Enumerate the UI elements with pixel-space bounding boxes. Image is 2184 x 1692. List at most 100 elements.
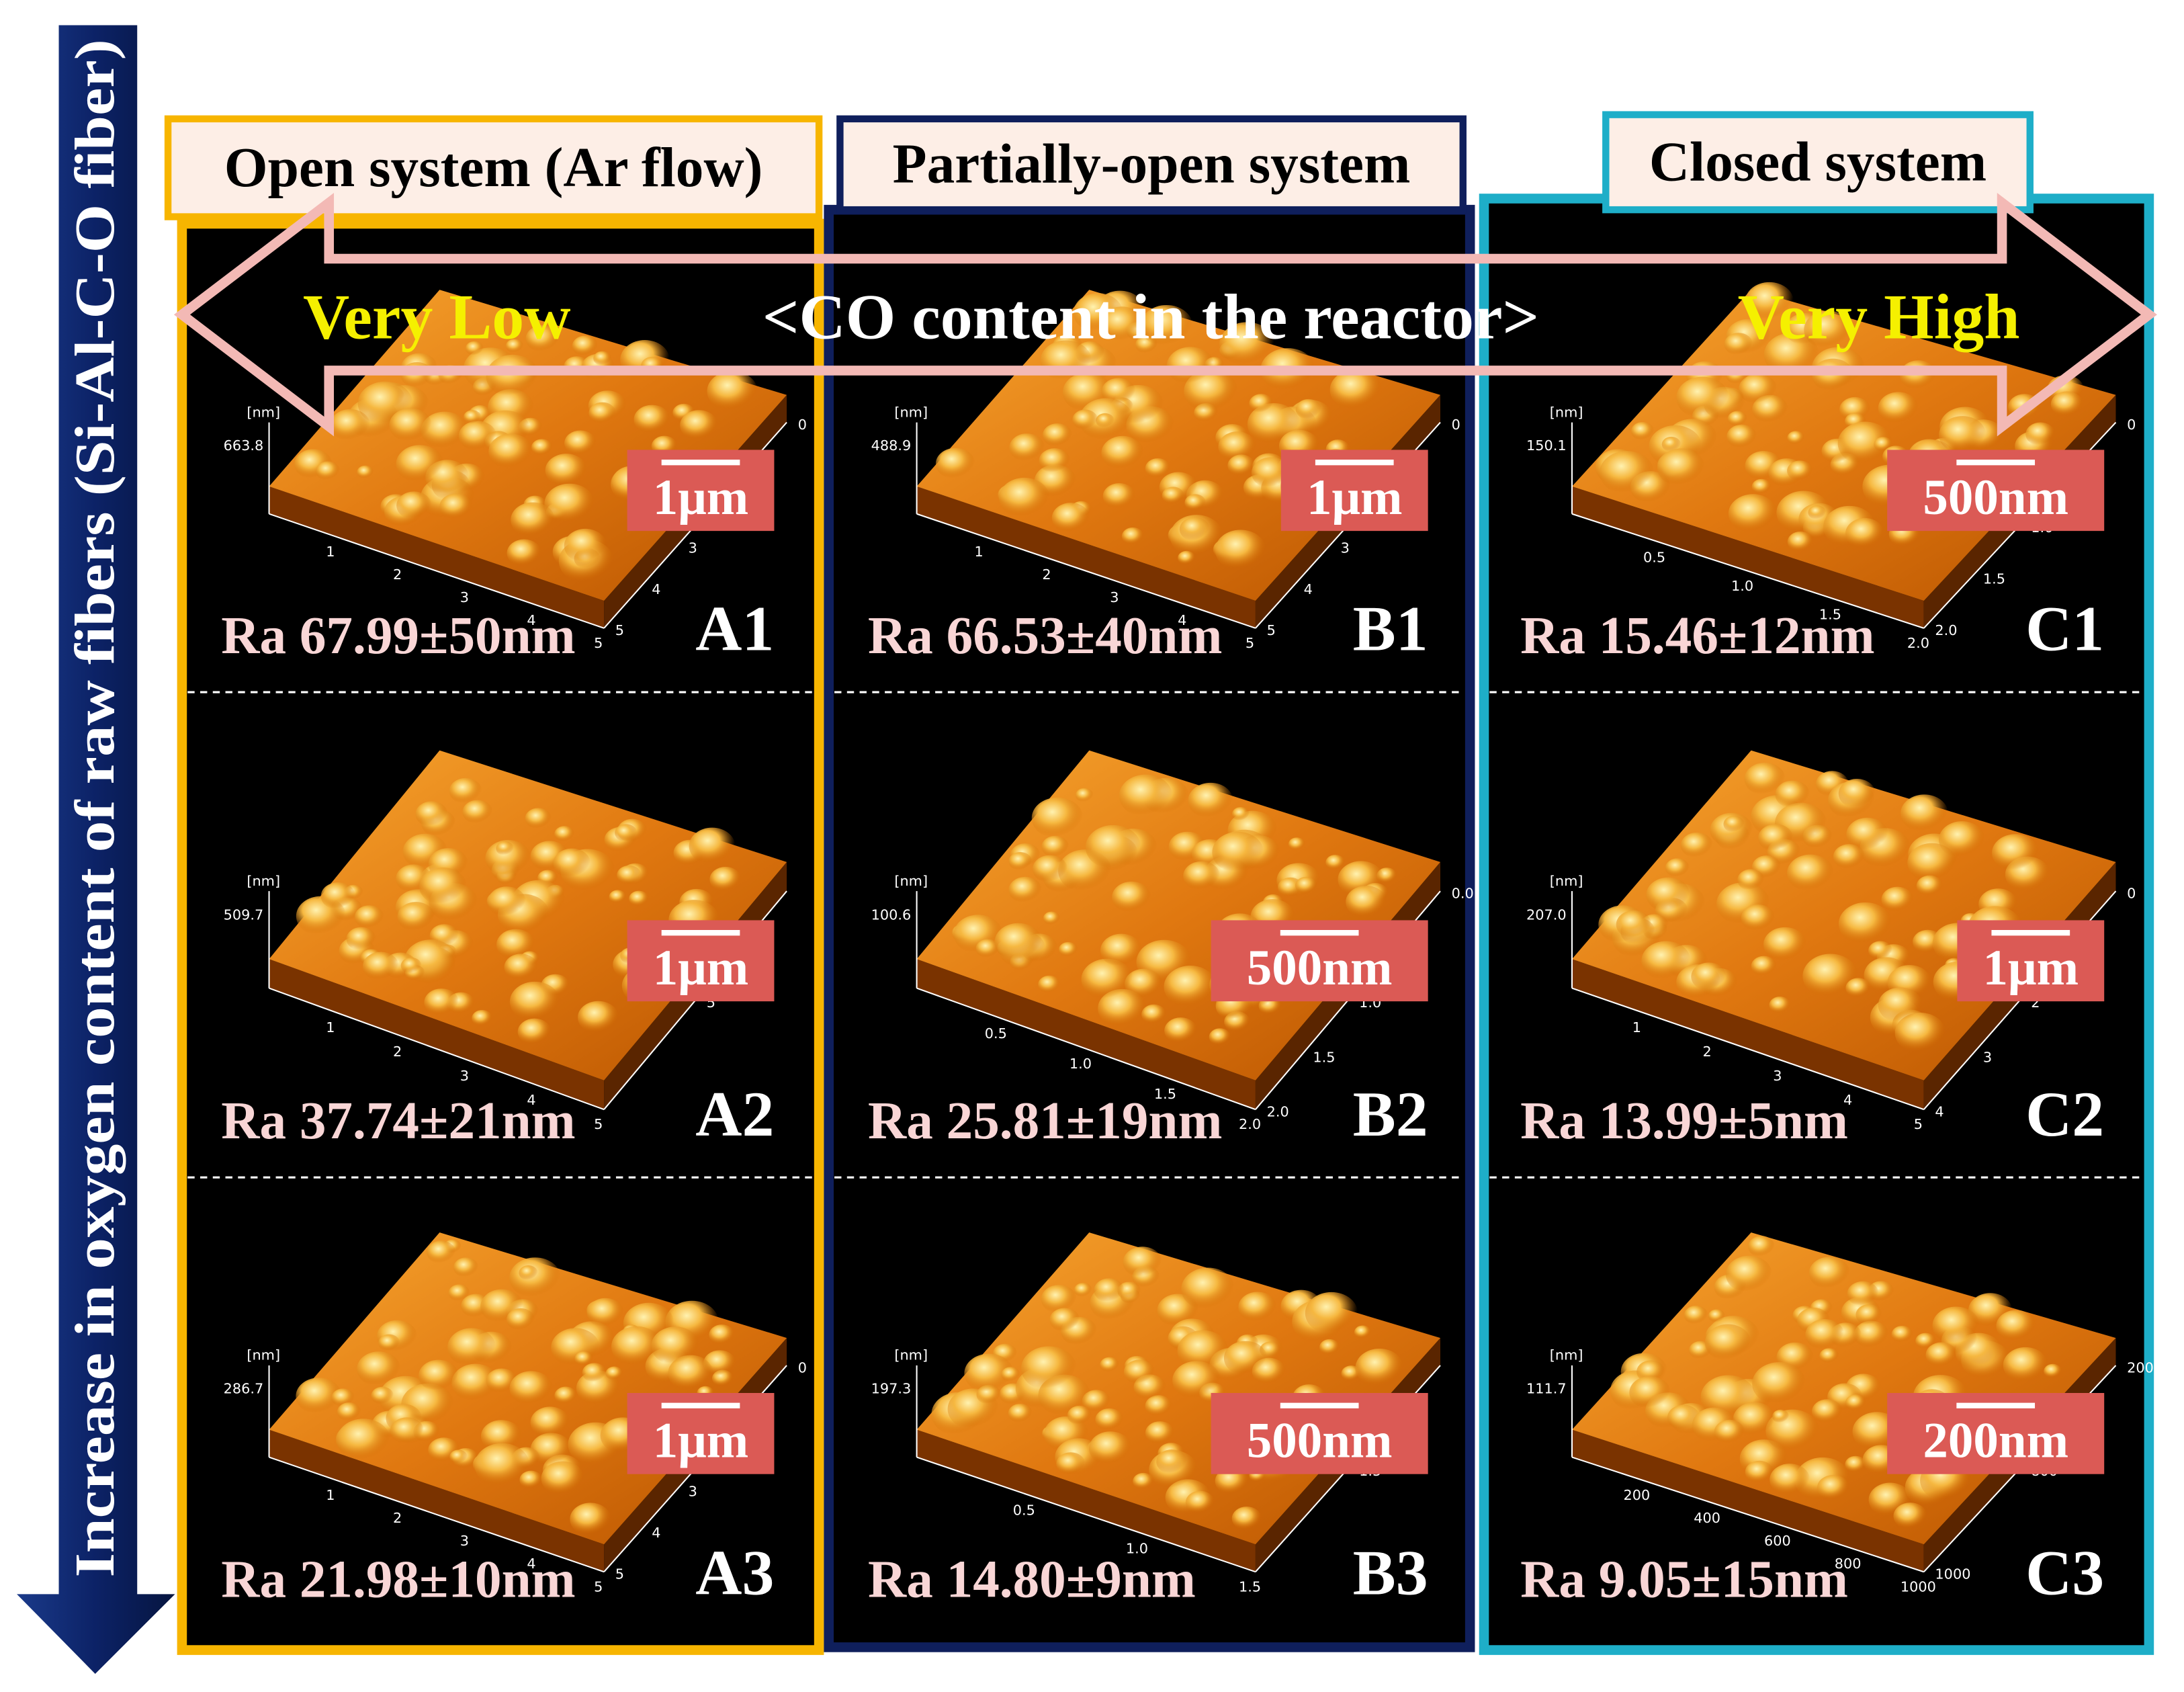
afm-grain [1837,421,1892,466]
afm-grain [1008,876,1042,904]
afm-surface-side [916,486,1256,628]
afm-grain [1072,409,1098,431]
afm-grain [1745,282,1794,321]
afm-grain [1177,1330,1229,1371]
afm-grain [1787,532,1814,552]
afm-grain [1067,1405,1092,1425]
z-unit: [nm] [1550,1347,1583,1363]
x-tick-label: 4 [527,612,535,628]
afm-grain [1646,877,1690,913]
afm-surface-side [916,1429,1256,1572]
afm-grain [1231,806,1250,821]
afm-grain [1123,1246,1162,1278]
afm-grain [1251,457,1291,489]
x-tick-label: 1.5 [1819,606,1841,622]
afm-grain [709,866,742,892]
afm-grain [1056,1452,1086,1476]
x-tick-label: 1.0 [1731,578,1753,594]
afm-grain [464,410,482,425]
afm-grain [531,439,553,456]
y-tick-label: 3 [1341,540,1350,556]
afm-grain [525,325,560,353]
afm-grain [1691,962,1727,991]
afm-grain [1868,941,1892,961]
x-tick-label: 3 [1110,589,1119,605]
afm-grain [505,339,524,353]
afm-grain [1119,774,1173,818]
roughness-label: Ra 14.80±9nm [868,1550,1196,1609]
y-tick-label: 3 [689,1484,697,1500]
afm-grain [488,433,533,470]
roughness-label: Ra 25.81±19nm [868,1091,1222,1150]
y-tick-label: 0 [2127,417,2136,433]
afm-grain [472,1009,493,1027]
x-axis [916,513,1256,629]
z-max: 286.7 [224,1380,264,1396]
afm-grain [439,493,473,520]
roughness-label: Ra 37.74±21nm [221,1091,575,1150]
afm-grain [421,411,469,450]
afm-grain [506,1308,535,1331]
afm-grain [582,1363,607,1383]
afm-grain [1727,424,1757,449]
afm-grain [1081,958,1133,1001]
z-max: 150.1 [1526,437,1567,454]
x-tick-label: 1.5 [1239,1578,1261,1595]
afm-grain [1630,421,1655,441]
afm-grain [1223,1341,1268,1376]
x-tick-label: 3 [460,1533,469,1549]
panel-id: A3 [695,1537,774,1608]
afm-grain [1295,876,1317,895]
afm-grain [1231,1507,1262,1531]
x-tick-label: 5 [594,635,603,651]
afm-grain [296,1378,342,1415]
afm-grain [1212,831,1264,874]
y-tick-label: 5 [1267,622,1276,638]
x-tick-label: 2 [393,1510,402,1526]
afm-grain [999,477,1050,519]
z-unit: [nm] [247,1347,280,1363]
afm-grain [1680,832,1713,859]
x-tick-label: 800 [1835,1556,1862,1572]
panel-id: C3 [2025,1537,2104,1608]
afm-grain [1932,1306,1980,1345]
afm-grain [1095,1408,1124,1431]
overlay-layer: Increase in oxygen content of raw fibers… [17,25,2157,1674]
y-tick-label: 4 [1935,1104,1943,1120]
afm-grain [1661,436,1681,452]
afm-grain [593,351,612,366]
afm-grain [458,421,497,452]
x-tick-label: 1 [326,1487,335,1503]
y-tick-label: 3 [1983,1049,1992,1065]
z-unit: [nm] [894,404,928,420]
afm-grain [1181,1267,1235,1311]
column-header-box [1602,111,2034,214]
afm-grain [1249,394,1274,413]
scale-bar-label: 200nm [1923,1413,2068,1469]
x-tick-label: 1.5 [1154,1086,1176,1102]
z-max: 100.6 [871,907,912,923]
afm-grain [1600,451,1654,495]
co-center-label: <CO content in the reactor> [762,282,1539,353]
afm-grain [462,800,493,824]
afm-grain [1727,411,1748,427]
afm-grain [1845,517,1884,549]
afm-grain [1133,1472,1154,1490]
y-tick-label: 5 [615,1566,624,1582]
x-tick-label: 600 [1764,1533,1791,1549]
column-header-box [836,115,1467,214]
afm-grain [680,410,718,441]
afm-grain [1085,824,1141,870]
afm-grain [320,882,355,911]
afm-grain [1140,304,1193,347]
afm-grain [396,445,444,484]
afm-grain [994,923,1043,962]
x-tick-label: 4 [1843,1092,1852,1108]
afm-grain [519,1470,543,1490]
y-tick-label: 2.0 [1267,1104,1289,1120]
afm-grain [1665,858,1690,878]
afm-grain [1141,1004,1167,1025]
afm-grain [1099,306,1145,343]
